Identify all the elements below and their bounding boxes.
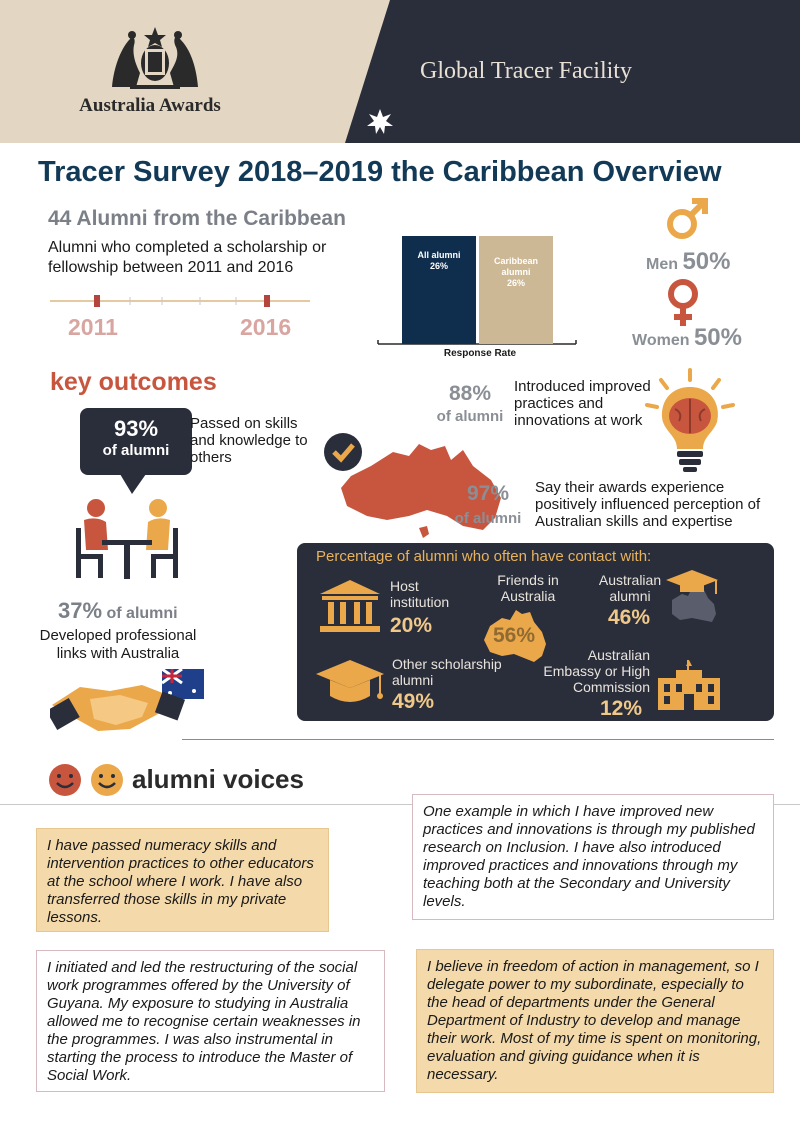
quote-social-work: I initiated and led the restructuring of… — [36, 950, 385, 1092]
skills-text: Passed on skills and knowledge to others — [190, 415, 308, 466]
percep-pct: 97% — [466, 482, 510, 505]
section-divider — [182, 739, 774, 740]
friends-value: 56% — [493, 624, 536, 647]
links-pct: 37% — [58, 598, 103, 623]
quote-inclusion: One example in which I have improved new… — [412, 794, 774, 920]
alumni-voices-title: alumni voices — [132, 764, 304, 794]
bar-value-caribbean-alumni: 26% — [506, 278, 525, 288]
female-symbol-icon — [668, 279, 698, 326]
women-stat: Women 50% — [632, 324, 742, 352]
australia-map-small-icon — [484, 610, 546, 662]
host-label: Host institution — [390, 578, 450, 610]
aus-alumni-value: 46% — [608, 606, 651, 629]
men-label: Men — [646, 256, 678, 273]
embassy-value: 12% — [600, 697, 643, 720]
other-label: Other scholarship alumni — [392, 656, 502, 688]
brand-name: Australia Awards — [79, 95, 221, 116]
percep-text: Say their awards experience positively i… — [535, 479, 761, 530]
embassy-building-icon — [658, 660, 720, 710]
year-start: 2011 — [68, 314, 118, 340]
aus-alumni-label: Australian alumni — [598, 572, 662, 604]
quote-numeracy: I have passed numeracy skills and interv… — [36, 828, 329, 932]
header-navy-panel — [345, 0, 800, 143]
links-text: Developed professional links with Austra… — [39, 627, 197, 662]
percep-of: of alumni — [454, 510, 522, 527]
lightbulb-brain-icon — [645, 368, 735, 472]
alumni-count: 44 Alumni from the Caribbean — [48, 207, 346, 230]
timeline-start-marker — [94, 295, 100, 307]
response-rate-label: Response Rate — [443, 348, 517, 359]
skills-pct: 93% — [113, 416, 159, 441]
graduation-cap-icon — [316, 660, 384, 702]
innov-pct: 88% — [448, 382, 492, 405]
skills-speech-bubble: 93% of alumni — [80, 408, 192, 475]
timeline-end-marker — [264, 295, 270, 307]
bar-label-caribbean-alumni: Caribbean alumni — [493, 256, 538, 277]
response-rate-chart — [377, 236, 577, 345]
response-bar-0 — [402, 236, 476, 344]
bar-label-all-alumni: All alumni — [417, 250, 461, 260]
women-label: Women — [632, 332, 690, 349]
host-institution-icon — [320, 580, 380, 632]
voices-rule — [0, 804, 800, 805]
embassy-label: Australian Embassy or High Commission — [543, 647, 650, 695]
women-pct: 50% — [693, 324, 742, 351]
intro-description: Alumni who completed a scholarship or fe… — [48, 239, 327, 276]
men-stat: Men 50% — [646, 248, 731, 276]
links-of: of alumni — [106, 605, 178, 622]
host-value: 20% — [390, 614, 433, 637]
facility-title: Global Tracer Facility — [420, 58, 632, 84]
handshake-flag-icon — [50, 667, 204, 731]
header: Australia Awards Global Tracer Facility — [0, 0, 800, 143]
key-outcomes-title: key outcomes — [50, 368, 217, 396]
male-symbol-icon — [667, 198, 708, 239]
australia-map-check-icon — [324, 433, 501, 538]
quote-management: I believe in freedom of action in manage… — [416, 949, 774, 1093]
innov-text: Introduced improved practices and innova… — [514, 378, 651, 429]
other-value: 49% — [392, 690, 435, 713]
bar-value-all-alumni: 26% — [429, 261, 448, 271]
contact-panel-title: Percentage of alumni who often have cont… — [316, 548, 652, 565]
friends-label: Friends in Australia — [497, 572, 559, 604]
response-bar-1 — [479, 236, 553, 344]
year-end: 2016 — [240, 314, 292, 340]
smiley-faces-icon — [49, 764, 123, 796]
coat-of-arms-icon — [112, 27, 198, 89]
men-pct: 50% — [682, 248, 731, 275]
people-at-table-icon — [76, 499, 178, 579]
bubble-tail — [120, 474, 146, 494]
page-title: Tracer Survey 2018–2019 the Caribbean Ov… — [38, 156, 722, 188]
timeline — [50, 295, 310, 307]
graduation-cap-map-icon — [666, 570, 718, 622]
skills-of: of alumni — [102, 442, 170, 459]
southern-star-icon — [367, 109, 393, 134]
innov-of: of alumni — [436, 408, 504, 425]
links-stat: 37% of alumni — [58, 598, 178, 624]
